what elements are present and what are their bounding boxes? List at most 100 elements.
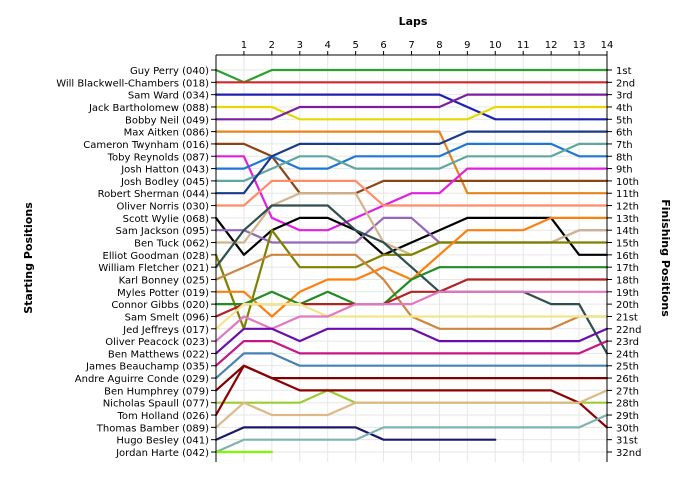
starting-position-label: Max Aitken (086): [124, 128, 209, 139]
x-tick-label: 10: [489, 40, 502, 51]
starting-position-label: Hugo Besley (041): [116, 436, 209, 447]
finishing-position-label: 13th: [616, 214, 639, 225]
x-tick-label: 7: [408, 40, 414, 51]
series-line-7: [214, 142, 609, 195]
finishing-position-label: 14th: [616, 226, 639, 237]
y-axis-title-left: Starting Positions: [22, 202, 35, 314]
series-line-27: [214, 364, 609, 392]
finishing-position-label: 27th: [616, 386, 639, 397]
finishing-position-label: 11th: [616, 189, 639, 200]
starting-position-label: Bobby Neil (049): [125, 115, 209, 126]
series-line-13: [214, 216, 609, 256]
starting-position-label: Jed Jeffreys (017): [122, 325, 209, 336]
starting-position-label: Jack Bartholomew (088): [88, 103, 209, 114]
x-tick-label: 3: [297, 40, 303, 51]
series-line-26: [214, 352, 609, 380]
finishing-position-label: 17th: [616, 263, 639, 274]
series-line-10: [214, 142, 609, 182]
starting-position-label: Sam Jackson (095): [116, 226, 210, 237]
x-tick-label: 1: [241, 40, 247, 51]
finishing-position-label: 18th: [616, 275, 639, 286]
starting-position-label: Myles Potter (019): [117, 288, 209, 299]
finishing-position-label: 16th: [616, 251, 639, 262]
finishing-position-label: 10th: [616, 177, 639, 188]
finishing-position-label: 25th: [616, 362, 639, 373]
series-line-12: [214, 179, 609, 207]
series-line-11: [214, 130, 609, 195]
finishing-position-label: 24th: [616, 349, 639, 360]
starting-position-label: Will Blackwell-Chambers (018): [56, 78, 209, 89]
starting-position-label: Oliver Peacock (023): [105, 337, 209, 348]
finishing-position-label: 15th: [616, 239, 639, 250]
starting-position-label: Sam Ward (034): [128, 91, 209, 102]
finishing-position-label: 7th: [616, 140, 633, 151]
series-line-4: [214, 105, 609, 121]
starting-position-label: Karl Bonney (025): [119, 275, 209, 286]
finishing-position-label: 9th: [616, 165, 633, 176]
finishing-position-label: 19th: [616, 288, 639, 299]
starting-position-label: Guy Perry (040): [130, 66, 209, 77]
finishing-position-label: 6th: [616, 128, 633, 139]
series-line-16: [214, 229, 609, 330]
series-line-20: [214, 266, 609, 306]
finishing-position-label: 8th: [616, 152, 633, 163]
x-tick-label: 9: [464, 40, 470, 51]
series-line-25: [214, 340, 609, 367]
finishing-position-label: 3rd: [616, 91, 633, 102]
series-line-30: [214, 389, 609, 429]
series-line-24: [214, 327, 609, 355]
starting-position-label: Toby Reynolds (087): [107, 152, 210, 163]
finishing-position-label: 30th: [616, 423, 639, 434]
starting-position-label: Ben Tuck (062): [134, 239, 209, 250]
finishing-position-label: 22nd: [616, 325, 641, 336]
finishing-position-label: 20th: [616, 300, 639, 311]
x-tick-label: 4: [325, 40, 331, 51]
finishing-position-label: 23rd: [616, 337, 639, 348]
finishing-position-label: 29th: [616, 411, 639, 422]
grid: [216, 55, 608, 462]
series-line-29: [214, 364, 609, 429]
starting-position-label: Elliot Goodman (028): [103, 251, 210, 262]
finishing-position-label: 5th: [616, 115, 633, 126]
starting-position-label: Nicholas Spaull (077): [103, 399, 209, 410]
starting-position-label: James Beauchamp (035): [85, 362, 209, 373]
y-axis-title-right: Finishing Positions: [659, 199, 672, 317]
finishing-position-label: 31st: [616, 436, 638, 447]
series-line-6: [214, 130, 609, 195]
starting-position-label: Josh Hatton (043): [120, 165, 209, 176]
x-tick-label: 11: [517, 40, 530, 51]
finishing-position-label: 26th: [616, 374, 639, 385]
starting-position-label: Sam Smelt (096): [125, 312, 210, 323]
finishing-position-label: 12th: [616, 202, 639, 213]
axes: [211, 51, 612, 462]
series-line-8: [214, 155, 609, 232]
series-line-22: [214, 303, 609, 330]
series-lines: [214, 68, 609, 454]
finishing-position-label: 4th: [616, 103, 633, 114]
series-line-31: [214, 426, 497, 441]
x-tick-label: 2: [269, 40, 275, 51]
x-tick-label: 6: [380, 40, 386, 51]
x-tick-label: 12: [545, 40, 558, 51]
series-line-17: [214, 204, 609, 355]
starting-position-label: Jordan Harte (042): [115, 448, 209, 459]
starting-position-label: Thomas Bamber (089): [96, 423, 209, 434]
series-line-5: [214, 93, 609, 121]
x-tick-label: 8: [436, 40, 442, 51]
series-line-1: [214, 68, 609, 84]
finishing-position-label: 21st: [616, 312, 638, 323]
starting-position-label: Connor Gibbs (020): [111, 300, 209, 311]
x-tick-label: 13: [573, 40, 586, 51]
starting-position-label: Ben Humphrey (079): [104, 386, 209, 397]
starting-position-label: Scott Wylie (068): [123, 214, 209, 225]
starting-position-label: William Fletcher (021): [98, 263, 209, 274]
x-axis-title: Laps: [399, 15, 428, 28]
starting-position-label: Josh Bodley (045): [120, 177, 209, 188]
series-line-9: [214, 142, 609, 170]
starting-position-label: Oliver Norris (030): [117, 202, 210, 213]
x-tick-label: 14: [601, 40, 614, 51]
starting-position-label: Andre Aguirre Conde (029): [75, 374, 209, 385]
finishing-position-label: 28th: [616, 399, 639, 410]
